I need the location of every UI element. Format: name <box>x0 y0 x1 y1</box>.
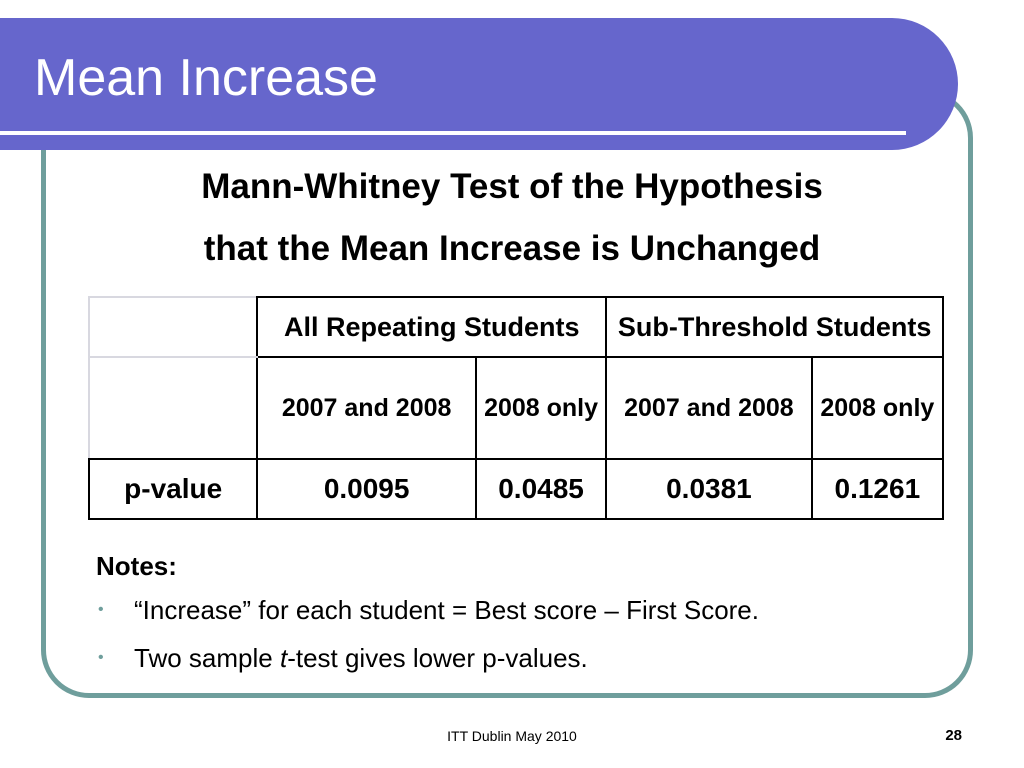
subtitle-line-2: that the Mean Increase is Unchanged <box>203 229 821 268</box>
bullet-dot-icon: • <box>98 649 104 666</box>
group-header-all-repeating: All Repeating Students <box>256 296 608 358</box>
note-text-italic: t <box>279 643 288 673</box>
row-label-p-value: p-value <box>87 458 259 520</box>
p-value-cell: 0.0485 <box>474 458 608 520</box>
title-bar <box>0 18 958 150</box>
table-blank-cell <box>87 356 259 460</box>
p-value-cell: 0.0095 <box>256 458 477 520</box>
notes-list: • “Increase” for each student = Best sco… <box>96 586 976 682</box>
p-value-cell: 0.1261 <box>810 458 945 520</box>
group-header-sub-threshold: Sub-Threshold Students <box>605 296 944 358</box>
title-underline <box>0 131 906 135</box>
list-item: • “Increase” for each student = Best sco… <box>96 586 976 634</box>
table-sub-header-row: 2007 and 2008 2008 only 2007 and 2008 20… <box>87 356 945 460</box>
sub-header-cell: 2008 only <box>810 356 945 460</box>
footer-text: ITT Dublin May 2010 <box>447 728 577 744</box>
bullet-dot-icon: • <box>98 601 104 618</box>
slide-subtitle: Mann-Whitney Test of the Hypothesis that… <box>60 156 964 280</box>
p-value-cell: 0.0381 <box>605 458 813 520</box>
page-number: 28 <box>945 727 962 744</box>
notes-title: Notes: <box>96 551 177 581</box>
table-group-header-row: All Repeating Students Sub-Threshold Stu… <box>87 296 944 358</box>
sub-header-cell: 2007 and 2008 <box>256 356 477 460</box>
table-corner-cell <box>87 296 259 358</box>
subtitle-line-1: Mann-Whitney Test of the Hypothesis <box>201 167 823 206</box>
slide-title: Mean Increase <box>34 49 378 107</box>
results-table: All Repeating Students Sub-Threshold Stu… <box>87 296 945 520</box>
sub-header-cell: 2007 and 2008 <box>605 356 813 460</box>
list-item: • Two sample t-test gives lower p-values… <box>96 634 976 682</box>
note-text: “Increase” for each student = Best score… <box>134 595 759 625</box>
note-text-end: -test gives lower p-values. <box>287 643 588 673</box>
sub-header-cell: 2008 only <box>474 356 608 460</box>
table-row: p-value 0.0095 0.0485 0.0381 0.1261 <box>87 458 945 520</box>
notes-section: Notes: • “Increase” for each student = B… <box>96 546 976 682</box>
note-text-start: Two sample <box>134 643 280 673</box>
